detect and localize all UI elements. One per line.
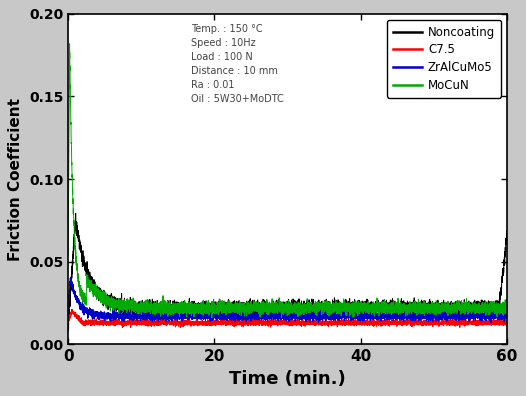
MoCuN [504,306,510,311]
ZrAlCuMo5 [167,313,173,318]
Noncoating [169,302,176,307]
C7.5 [262,322,268,327]
Noncoating [171,307,178,311]
C7.5 [167,319,174,324]
Noncoating [500,267,507,272]
Noncoating [504,231,510,236]
MoCuN [167,303,173,308]
C7.5 [500,320,507,325]
C7.5 [171,320,178,325]
ZrAlCuMo5 [504,314,510,319]
MoCuN [65,253,72,258]
Line: Noncoating: Noncoating [68,213,507,331]
ZrAlCuMo5 [230,313,237,318]
Legend: Noncoating, C7.5, ZrAlCuMo5, MoCuN: Noncoating, C7.5, ZrAlCuMo5, MoCuN [387,20,501,98]
MoCuN [262,303,268,308]
Line: C7.5: C7.5 [68,310,507,327]
MoCuN [230,302,237,307]
C7.5 [504,322,510,327]
Line: ZrAlCuMo5: ZrAlCuMo5 [68,277,507,323]
Noncoating [65,329,72,334]
C7.5 [119,325,126,330]
ZrAlCuMo5 [67,275,74,280]
MoCuN [209,316,215,320]
MoCuN [171,306,178,310]
ZrAlCuMo5 [169,309,176,314]
MoCuN [169,307,176,311]
Y-axis label: Friction Coefficient: Friction Coefficient [8,97,23,261]
MoCuN [66,41,73,46]
C7.5 [169,318,176,322]
ZrAlCuMo5 [488,320,494,325]
Noncoating [261,306,268,310]
C7.5 [230,323,237,327]
Line: MoCuN: MoCuN [68,44,507,318]
ZrAlCuMo5 [171,313,178,318]
Text: Temp. : 150 °C
Speed : 10Hz
Load : 100 N
Distance : 10 mm
Ra : 0.01
Oil : 5W30+M: Temp. : 150 °C Speed : 10Hz Load : 100 N… [191,24,284,104]
C7.5 [68,307,75,312]
Noncoating [167,307,173,311]
Noncoating [230,301,237,306]
MoCuN [500,313,507,318]
ZrAlCuMo5 [500,313,507,318]
ZrAlCuMo5 [261,316,268,320]
Noncoating [73,211,79,215]
C7.5 [65,317,72,322]
X-axis label: Time (min.): Time (min.) [229,370,346,388]
ZrAlCuMo5 [65,312,72,316]
